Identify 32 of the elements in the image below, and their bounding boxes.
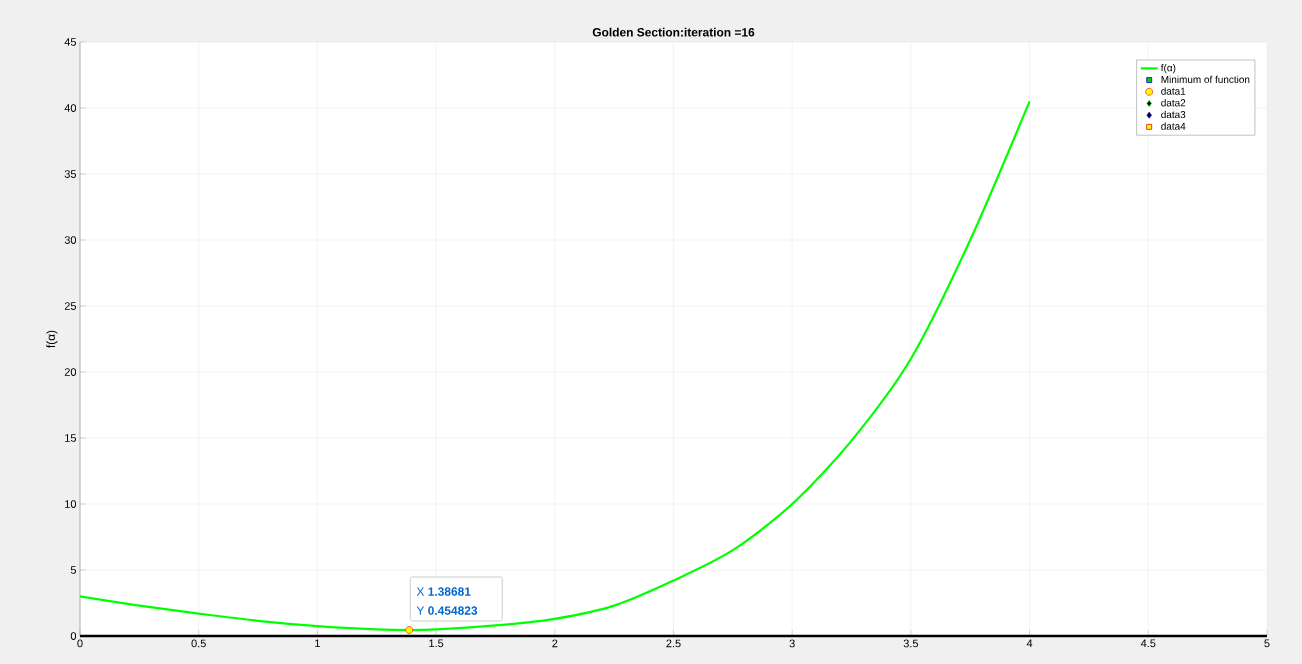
x-tick-label: 1 [315, 639, 320, 648]
y-axis-title: f(α) [46, 330, 58, 348]
y-tick-label: 45 [64, 38, 77, 46]
x-tick-label: 2 [552, 639, 558, 648]
y-tick-label: 40 [64, 104, 77, 112]
x-tick-label: 0.5 [191, 639, 206, 648]
chart-title: Golden Section:iteration =16 [592, 27, 755, 37]
x-tick-label: 4.5 [1140, 639, 1156, 648]
y-tick-label: 0 [70, 632, 77, 640]
x-tick-label: 3 [789, 639, 795, 648]
legend-label: data1 [1161, 87, 1186, 95]
y-tick-label: 15 [65, 434, 77, 442]
y-tick-label: 20 [64, 368, 77, 376]
y-tick-label: 30 [64, 236, 77, 244]
line-series [80, 100, 1031, 632]
legend-label: data4 [1161, 122, 1186, 130]
x-tick-label: 3.5 [903, 639, 919, 648]
y-tick-label: 10 [65, 500, 77, 508]
legend-label: data2 [1161, 99, 1186, 107]
y-tick-label: 5 [70, 566, 77, 574]
x-tick-label: 4 [1026, 639, 1033, 648]
legend-label: Minimum of function [1161, 75, 1250, 84]
legend-label: data3 [1161, 110, 1186, 119]
x-tick-label: 5 [1264, 639, 1270, 648]
x-tick-label: 1.5 [429, 639, 444, 648]
x-tick-label: 0 [77, 639, 83, 648]
legend-label: f(α) [1160, 64, 1176, 74]
y-tick-label: 25 [64, 302, 77, 310]
annotation: X 1.38681 [416, 587, 471, 596]
x-tick-label: 2.5 [666, 639, 681, 648]
annotation: Y 0.454823 [416, 606, 478, 615]
y-tick-label: 35 [64, 170, 77, 178]
